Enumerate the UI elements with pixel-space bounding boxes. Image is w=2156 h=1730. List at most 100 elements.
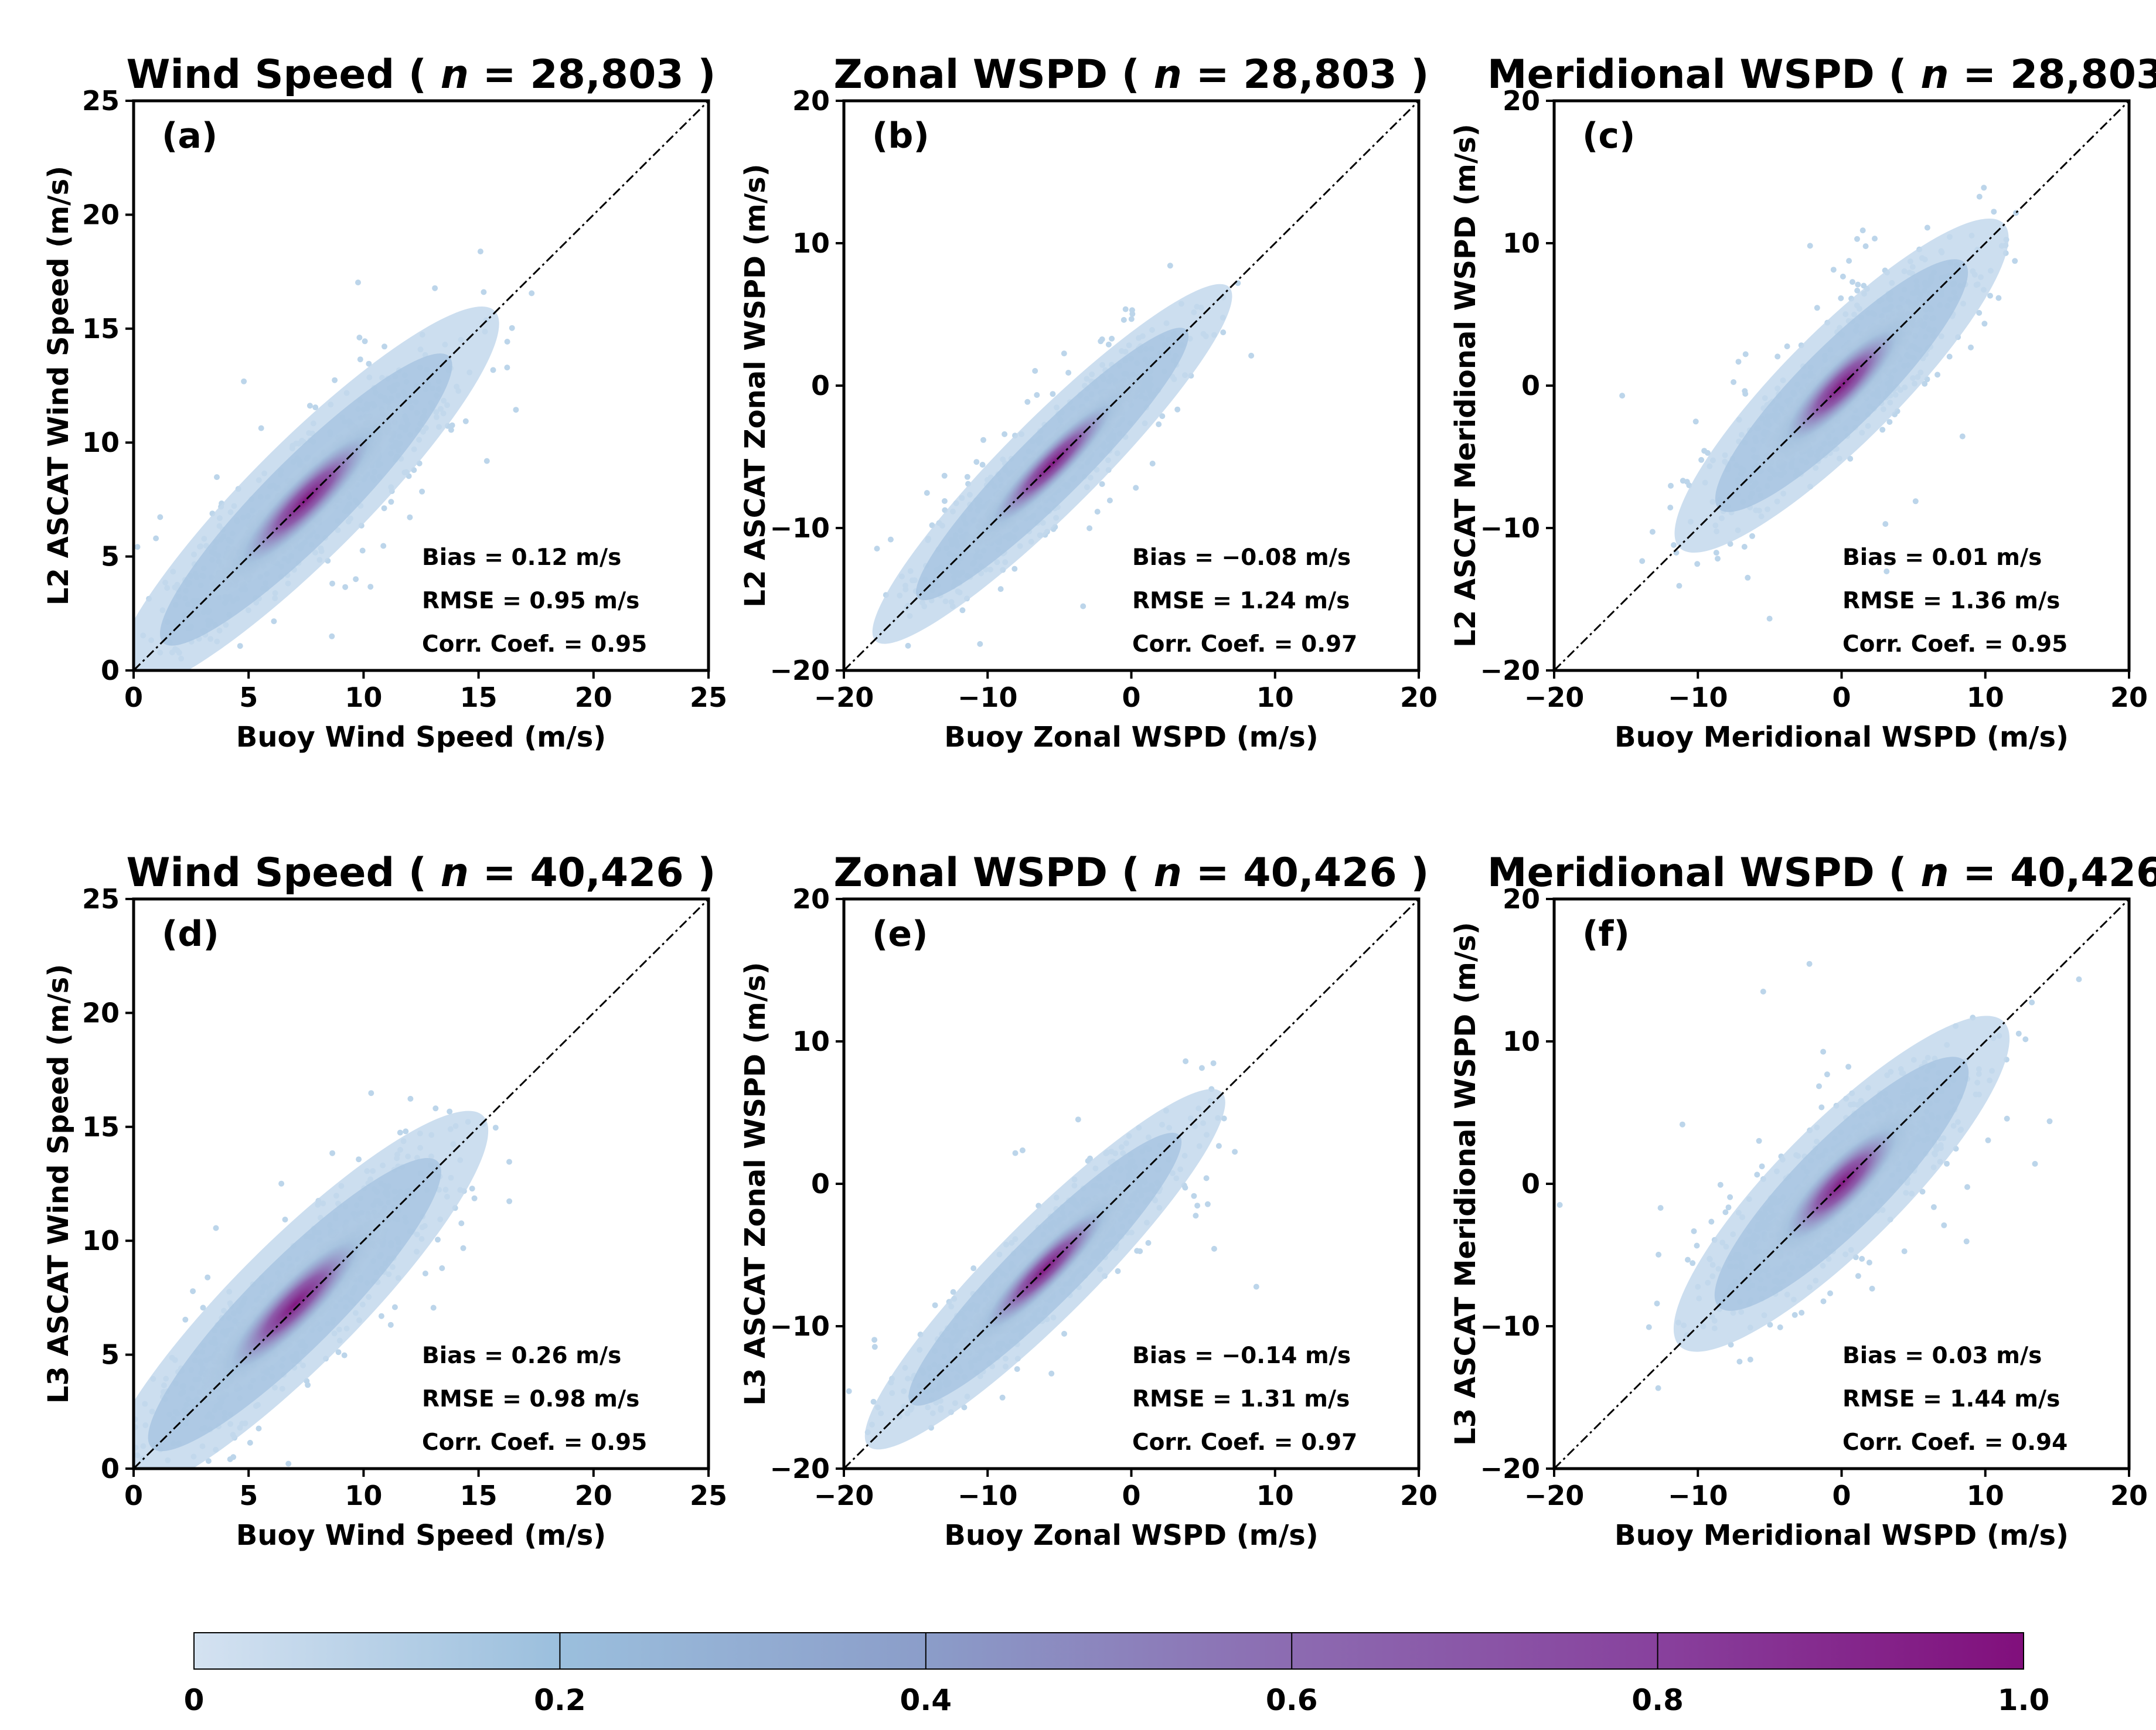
data-point — [1115, 1268, 1121, 1274]
scatter-area — [846, 1058, 1259, 1477]
x-tick-label: 0 — [1832, 682, 1851, 713]
y-axis-label: L2 ASCAT Meridional WSPD (m/s) — [1449, 124, 1482, 648]
x-axis-label: Buoy Wind Speed (m/s) — [236, 721, 606, 754]
data-point — [1976, 193, 1983, 200]
data-point — [419, 488, 425, 495]
data-point — [448, 427, 454, 433]
data-point — [481, 289, 487, 295]
data-point — [447, 1108, 453, 1115]
one-to-one-line — [132, 100, 710, 672]
data-point — [256, 1425, 262, 1432]
x-tick-label: 20 — [575, 682, 612, 713]
data-point — [1194, 1203, 1201, 1209]
data-point — [285, 1460, 292, 1467]
stat-line: Corr. Coef. = 0.95 — [422, 631, 647, 658]
data-point — [332, 377, 338, 383]
data-point — [182, 1316, 189, 1323]
data-point — [381, 505, 387, 512]
data-point — [341, 1352, 348, 1358]
data-point — [1080, 603, 1086, 609]
x-tick-label: 5 — [239, 682, 258, 713]
data-point — [1987, 292, 1993, 299]
data-point — [134, 544, 141, 550]
y-tick-label: 10 — [792, 227, 830, 259]
data-point — [1861, 282, 1867, 289]
x-tick-label: −20 — [814, 1480, 874, 1511]
data-point — [329, 633, 335, 639]
y-tick-label: 10 — [792, 1026, 830, 1057]
x-tick-label: 0 — [124, 682, 143, 713]
y-tick-label: 5 — [101, 1339, 120, 1371]
y-tick-label: 20 — [82, 997, 120, 1029]
data-point — [1749, 533, 1755, 539]
stat-line: RMSE = 0.98 m/s — [422, 1386, 639, 1412]
data-point — [356, 335, 363, 340]
data-point — [1167, 263, 1173, 269]
data-point — [1820, 1048, 1827, 1055]
data-point — [1253, 1283, 1259, 1290]
data-point — [153, 535, 159, 542]
y-tick-label: 0 — [101, 1453, 120, 1484]
data-point — [1034, 392, 1040, 398]
data-point — [1807, 243, 1813, 249]
y-tick-label: 10 — [1503, 227, 1540, 259]
data-point — [1922, 380, 1928, 387]
data-point — [999, 1394, 1006, 1401]
data-point — [979, 462, 986, 468]
data-point — [1879, 427, 1886, 433]
title-n-symbol: n — [1154, 52, 1182, 98]
data-point — [1824, 1071, 1830, 1078]
data-point — [1050, 391, 1056, 397]
data-point — [1946, 353, 1953, 360]
data-point — [1655, 1385, 1661, 1391]
data-point — [861, 1472, 867, 1477]
data-point — [1684, 479, 1690, 485]
stat-line: RMSE = 1.24 m/s — [1132, 588, 1350, 614]
data-point — [1649, 529, 1656, 535]
title-n-symbol: n — [1154, 850, 1182, 896]
data-point — [312, 404, 319, 411]
x-tick-label: −20 — [814, 682, 874, 713]
data-point — [871, 1344, 878, 1350]
data-point — [462, 418, 469, 424]
data-point — [1995, 295, 2002, 301]
data-point — [237, 643, 243, 649]
title-suffix: = 28,803 ) — [1949, 52, 2156, 98]
data-point — [924, 490, 930, 496]
data-point — [1133, 485, 1139, 491]
panel-label: (a) — [162, 115, 217, 156]
data-point — [387, 1322, 394, 1328]
title-n-symbol: n — [441, 850, 469, 896]
data-point — [1182, 1184, 1188, 1191]
one-to-one-line — [843, 898, 1420, 1470]
data-point — [469, 1186, 475, 1192]
data-point — [407, 514, 413, 520]
title-suffix: = 40,426 ) — [1182, 850, 1429, 896]
data-point — [1685, 1256, 1691, 1263]
x-tick-label: 15 — [460, 1480, 498, 1511]
data-point — [1145, 1239, 1152, 1246]
x-tick-label: −10 — [958, 1480, 1018, 1511]
data-point — [1692, 418, 1699, 425]
title-suffix: = 28,803 ) — [1182, 52, 1429, 98]
data-point — [506, 1159, 512, 1165]
data-point — [1065, 370, 1072, 376]
x-axis-label: Buoy Wind Speed (m/s) — [236, 1519, 606, 1552]
data-point — [1099, 336, 1105, 342]
data-point — [359, 547, 366, 554]
title-prefix: Zonal WSPD ( — [834, 850, 1154, 896]
data-point — [306, 403, 313, 409]
data-point — [1011, 566, 1018, 572]
data-point — [932, 1302, 938, 1309]
data-point — [1850, 279, 1855, 285]
data-point — [1105, 341, 1112, 348]
data-point — [1991, 209, 1997, 215]
x-axis-label: Buoy Meridional WSPD (m/s) — [1615, 721, 2069, 754]
x-axis-label: Buoy Zonal WSPD (m/s) — [944, 1519, 1318, 1552]
data-point — [1120, 316, 1127, 323]
data-point — [368, 1090, 374, 1096]
